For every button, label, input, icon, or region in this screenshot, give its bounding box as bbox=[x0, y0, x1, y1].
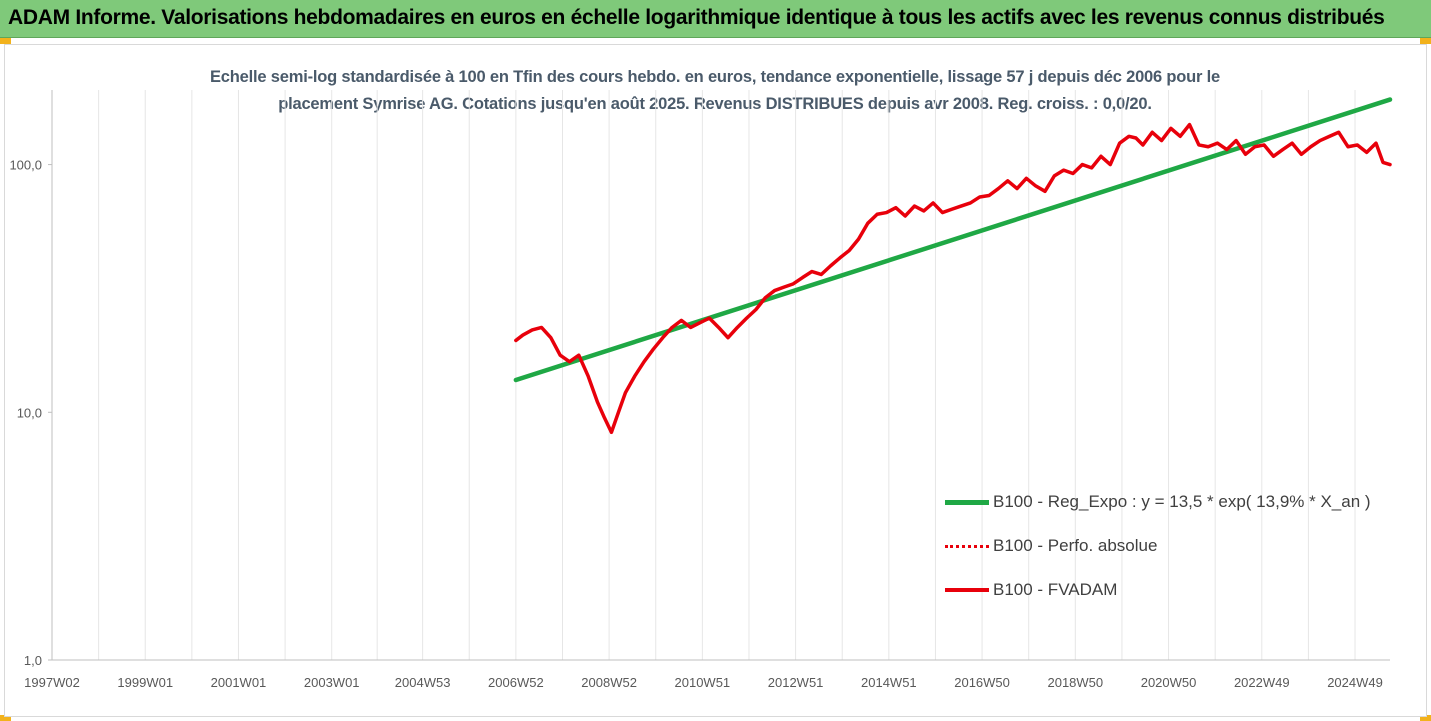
x-tick-label: 2004W53 bbox=[395, 675, 451, 690]
x-tick-label: 2022W49 bbox=[1234, 675, 1290, 690]
chart-title-line-2: placement Symrise AG. Cotations jusqu'en… bbox=[278, 95, 1152, 113]
corner-marker-bottom-right bbox=[1420, 715, 1431, 721]
y-tick-label: 1,0 bbox=[24, 653, 42, 668]
x-tick-label: 2008W52 bbox=[581, 675, 637, 690]
x-tick-label: 1999W01 bbox=[117, 675, 173, 690]
chart-title: Echelle semi-log standardisée à 100 en T… bbox=[130, 64, 1300, 118]
legend-swatch-fvadam bbox=[945, 588, 989, 592]
legend-label-perfo: B100 - Perfo. absolue bbox=[993, 536, 1158, 555]
x-tick-label: 1997W02 bbox=[24, 675, 80, 690]
series-line-trend bbox=[513, 97, 1393, 383]
x-tick-label: 2006W52 bbox=[488, 675, 544, 690]
x-tick-label: 2010W51 bbox=[675, 675, 731, 690]
legend-label-fvadam: B100 - FVADAM bbox=[993, 580, 1118, 599]
legend-item-fvadam: B100 - FVADAM bbox=[945, 568, 1371, 612]
x-tick-label: 2001W01 bbox=[211, 675, 267, 690]
header-banner: ADAM Informe. Valorisations hebdomadaire… bbox=[0, 0, 1431, 38]
chart-legend: B100 - Reg_Expo : y = 13,5 * exp( 13,9% … bbox=[945, 480, 1371, 612]
x-tick-label: 2016W50 bbox=[954, 675, 1010, 690]
chart-panel bbox=[4, 44, 1427, 717]
series-line-fvadam bbox=[514, 122, 1392, 435]
legend-swatch-trend bbox=[945, 499, 989, 505]
corner-marker-left bbox=[0, 38, 11, 44]
x-tick-label: 2014W51 bbox=[861, 675, 917, 690]
x-tick-label: 2024W49 bbox=[1327, 675, 1383, 690]
y-tick-label: 10,0 bbox=[17, 405, 42, 420]
x-tick-label: 2018W50 bbox=[1047, 675, 1103, 690]
banner-title: ADAM Informe. Valorisations hebdomadaire… bbox=[8, 6, 1385, 29]
legend-item-trend: B100 - Reg_Expo : y = 13,5 * exp( 13,9% … bbox=[945, 480, 1371, 524]
legend-label-trend: B100 - Reg_Expo : y = 13,5 * exp( 13,9% … bbox=[993, 492, 1371, 511]
y-tick-label: 100,0 bbox=[9, 158, 42, 173]
x-tick-label: 2012W51 bbox=[768, 675, 824, 690]
legend-swatch-perfo bbox=[945, 544, 989, 548]
x-tick-label: 2020W50 bbox=[1141, 675, 1197, 690]
corner-marker-bottom-left bbox=[0, 715, 11, 721]
legend-item-perfo: B100 - Perfo. absolue bbox=[945, 524, 1371, 568]
chart-title-line-1: Echelle semi-log standardisée à 100 en T… bbox=[210, 68, 1220, 86]
x-tick-label: 2003W01 bbox=[304, 675, 360, 690]
corner-marker-right bbox=[1420, 38, 1431, 44]
